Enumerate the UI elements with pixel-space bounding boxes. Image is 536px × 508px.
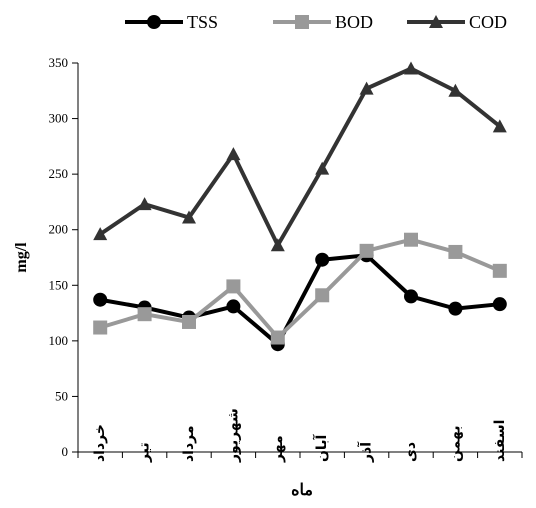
legend-label: COD bbox=[469, 12, 507, 32]
legend-item-bod: BOD bbox=[273, 12, 373, 32]
data-point-cod bbox=[404, 61, 418, 75]
legend-item-tss: TSS bbox=[125, 12, 218, 32]
data-point-cod bbox=[315, 161, 330, 175]
x-tick-label: مرداد bbox=[181, 425, 197, 462]
series-line-tss bbox=[99, 253, 500, 348]
data-point-bod bbox=[226, 279, 241, 294]
data-point-cod bbox=[226, 147, 241, 161]
data-point-bod bbox=[404, 232, 418, 247]
data-point-cod bbox=[270, 238, 285, 252]
series-line-cod bbox=[99, 66, 502, 250]
data-point-tss bbox=[492, 297, 507, 312]
data-point-bod bbox=[315, 288, 330, 303]
data-point-bod bbox=[137, 307, 152, 322]
x-tick-label: خرداد bbox=[92, 424, 108, 462]
legend-label: BOD bbox=[335, 12, 373, 32]
x-tick-label: اسفند bbox=[492, 420, 508, 462]
series-cod bbox=[93, 61, 507, 252]
data-point-tss bbox=[93, 292, 108, 307]
data-point-tss bbox=[226, 299, 241, 314]
data-point-bod bbox=[448, 244, 463, 259]
x-tick-label: مهر bbox=[270, 435, 286, 463]
legend-marker bbox=[147, 15, 161, 29]
x-tick-label: دی bbox=[403, 442, 419, 462]
data-point-cod bbox=[448, 83, 463, 97]
data-point-cod bbox=[359, 81, 374, 95]
data-point-bod bbox=[359, 243, 374, 258]
legend: TSS BOD COD bbox=[125, 12, 507, 32]
data-point-tss bbox=[315, 252, 330, 267]
legend-marker bbox=[429, 15, 443, 28]
y-tick-label: 150 bbox=[49, 277, 69, 292]
data-point-bod bbox=[270, 330, 285, 345]
x-axis-title: ماه bbox=[291, 482, 313, 499]
legend-label: TSS bbox=[187, 12, 218, 32]
data-point-cod bbox=[137, 197, 152, 211]
y-tick-label: 350 bbox=[49, 55, 69, 70]
data-point-cod bbox=[93, 227, 108, 241]
x-axis: خرداد تیر مرداد شهریور مهر آبان آذر دی بهمن اسفند bbox=[77, 408, 523, 463]
data-point-cod bbox=[182, 210, 196, 224]
series-layer bbox=[93, 61, 507, 352]
x-tick-label: آذر bbox=[357, 441, 375, 463]
data-point-cod bbox=[492, 119, 507, 133]
y-tick-label: 50 bbox=[55, 388, 68, 403]
y-axis: 0 50 100 150 200 250 300 350 bbox=[49, 55, 79, 459]
y-axis-title: mg/l bbox=[13, 242, 30, 273]
data-point-tss bbox=[448, 301, 463, 316]
series-line-bod bbox=[99, 237, 501, 341]
x-tick-label: بهمن bbox=[447, 426, 463, 462]
y-tick-label: 300 bbox=[49, 111, 69, 126]
series-tss bbox=[93, 248, 507, 352]
y-tick-label: 250 bbox=[49, 166, 69, 181]
data-point-bod bbox=[182, 314, 196, 329]
data-point-bod bbox=[492, 263, 507, 278]
legend-marker bbox=[295, 15, 309, 29]
y-tick-label: 100 bbox=[49, 333, 69, 348]
x-tick-label: تیر bbox=[137, 442, 153, 463]
y-tick-label: 200 bbox=[49, 222, 69, 237]
y-tick-label: 0 bbox=[62, 444, 69, 459]
x-tick-label: شهریور bbox=[225, 408, 241, 463]
data-point-tss bbox=[404, 289, 418, 304]
series-bod bbox=[93, 232, 507, 345]
legend-item-cod: COD bbox=[407, 12, 507, 32]
data-point-bod bbox=[93, 320, 108, 335]
x-tick-label: آبان bbox=[312, 434, 330, 462]
